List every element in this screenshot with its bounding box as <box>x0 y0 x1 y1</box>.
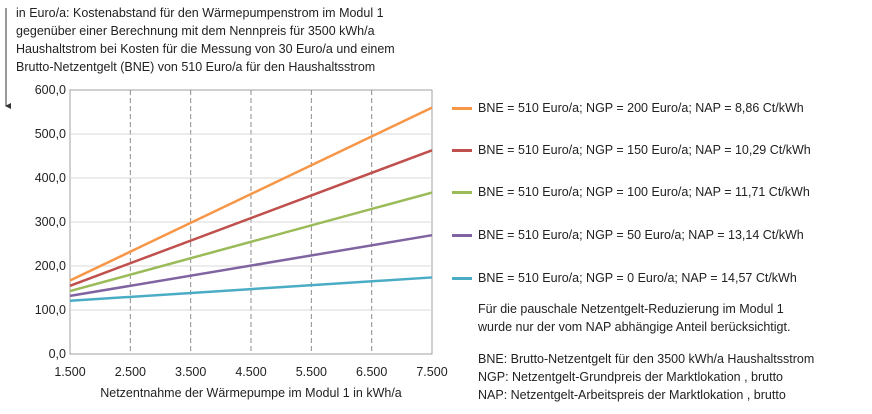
note-line: NGP: Netzentgelt-Grundpreis der Marktlok… <box>478 370 783 384</box>
series-line <box>69 233 433 298</box>
x-tick-label: 7.500 <box>416 365 447 379</box>
legend-label: BNE = 510 Euro/a; NGP = 0 Euro/a; NAP = … <box>478 271 797 285</box>
x-ticks: 1.500 2.500 3.500 4.500 5.500 6.500 7.500 <box>54 365 447 379</box>
series-line <box>69 276 433 303</box>
legend-swatch <box>452 233 472 237</box>
legend-label: BNE = 510 Euro/a; NGP = 200 Euro/a; NAP … <box>478 101 804 115</box>
y-tick-label: 400,0 <box>35 171 66 185</box>
note-line: NAP: Netzentgelt-Arbeitspreis der Marktl… <box>478 388 786 402</box>
legend-label: BNE = 510 Euro/a; NGP = 50 Euro/a; NAP =… <box>478 228 804 242</box>
y-axis-title-line: gegenüber einer Berechnung mit dem Nennp… <box>16 24 375 38</box>
note-abbreviations: BNE: Brutto-Netzentgelt für den 3500 kWh… <box>478 350 814 404</box>
x-tick-label: 3.500 <box>175 365 206 379</box>
note-line: Für die pauschale Netzentgelt-Reduzierun… <box>478 302 784 316</box>
y-tick-label: 0,0 <box>49 347 66 361</box>
y-tick-label: 300,0 <box>35 215 66 229</box>
legend-swatch <box>452 276 472 280</box>
legend-swatch <box>452 148 472 152</box>
legend-item: BNE = 510 Euro/a; NGP = 50 Euro/a; NAP =… <box>452 225 804 245</box>
legend-swatch <box>452 190 472 194</box>
x-tick-label: 1.500 <box>54 365 85 379</box>
legend-item: BNE = 510 Euro/a; NGP = 0 Euro/a; NAP = … <box>452 268 797 288</box>
x-tick-label: 6.500 <box>356 365 387 379</box>
series-group <box>69 106 433 303</box>
legend-label: BNE = 510 Euro/a; NGP = 150 Euro/a; NAP … <box>478 143 811 157</box>
y-axis-title: in Euro/a: Kostenabstand für den Wärmepu… <box>16 4 436 76</box>
x-axis-label: Netzentnahme der Wärmepumpe im Modul 1 i… <box>100 386 402 400</box>
y-tick-label: 100,0 <box>35 303 66 317</box>
note-netzentgelt-reduzierung: Für die pauschale Netzentgelt-Reduzierun… <box>478 300 790 336</box>
legend-label: BNE = 510 Euro/a; NGP = 100 Euro/a; NAP … <box>478 185 810 199</box>
legend-swatch <box>452 106 472 110</box>
y-axis-title-line: Haushaltstrom bei Kosten für die Messung… <box>16 42 395 56</box>
legend-item: BNE = 510 Euro/a; NGP = 150 Euro/a; NAP … <box>452 140 811 160</box>
series-line <box>69 149 433 287</box>
y-tick-label: 600,0 <box>35 83 66 97</box>
note-line: BNE: Brutto-Netzentgelt für den 3500 kWh… <box>478 352 815 366</box>
legend-item: BNE = 510 Euro/a; NGP = 100 Euro/a; NAP … <box>452 182 810 202</box>
y-tick-label: 200,0 <box>35 259 66 273</box>
x-tick-label: 5.500 <box>296 365 327 379</box>
series-line <box>69 106 433 282</box>
y-axis-title-line: in Euro/a: Kostenabstand für den Wärmepu… <box>16 6 384 20</box>
x-tick-label: 2.500 <box>115 365 146 379</box>
note-line: wurde nur der vom NAP abhängige Anteil b… <box>478 320 791 334</box>
y-ticks: 0,0 100,0 200,0 300,0 400,0 500,0 600,0 <box>35 83 66 361</box>
series-line <box>69 191 433 293</box>
y-axis-title-line: Brutto-Netzentgelt (BNE) von 510 Euro/a … <box>16 60 376 74</box>
y-tick-label: 500,0 <box>35 127 66 141</box>
x-tick-label: 4.500 <box>235 365 266 379</box>
legend-item: BNE = 510 Euro/a; NGP = 200 Euro/a; NAP … <box>452 98 804 118</box>
